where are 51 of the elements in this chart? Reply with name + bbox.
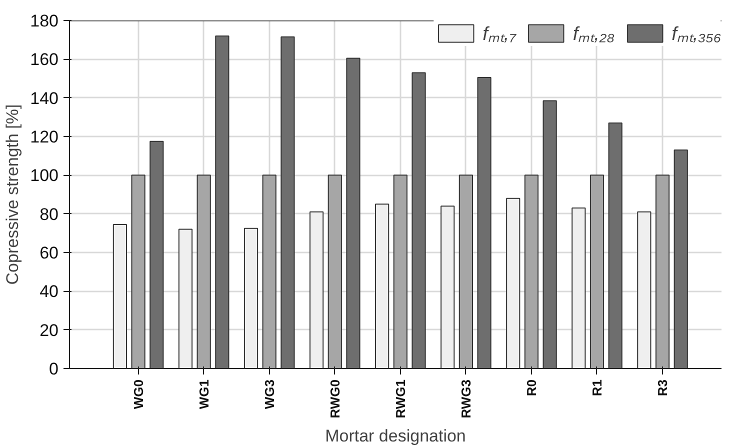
bar — [393, 174, 408, 368]
bar — [506, 198, 520, 368]
bar — [412, 72, 426, 368]
bar — [328, 174, 342, 368]
y-tick-label: 180 — [30, 12, 59, 30]
bar — [458, 174, 473, 368]
bar — [375, 204, 390, 368]
x-tick-label: R0 — [524, 379, 539, 396]
bar — [346, 58, 360, 368]
legend-label: fₘₜ,₂₈ — [572, 23, 615, 46]
bar — [244, 228, 258, 368]
bar — [150, 140, 164, 368]
y-tick-label: 100 — [30, 166, 59, 186]
y-tick-label: 40 — [40, 282, 59, 302]
y-axis-title: Copressive strength [%] — [3, 104, 22, 285]
y-tick-label: 140 — [30, 88, 59, 108]
bar — [524, 174, 539, 368]
bar — [542, 100, 557, 368]
bar — [477, 77, 492, 368]
bar — [590, 174, 604, 368]
y-tick-label: 160 — [30, 50, 59, 70]
x-tick-label: WG1 — [196, 379, 212, 410]
bar — [131, 174, 146, 368]
x-tick-label: R3 — [655, 379, 670, 396]
x-tick-label: RWG0 — [327, 380, 342, 418]
bar — [309, 211, 324, 368]
y-tick-label: 0 — [49, 360, 59, 378]
bar — [178, 228, 193, 368]
legend-label: fₘₜ,₇ — [482, 23, 516, 46]
bar — [280, 36, 295, 368]
bar — [196, 174, 211, 368]
bar — [655, 174, 670, 368]
bar — [674, 150, 688, 368]
y-tick-label: 80 — [40, 204, 59, 224]
x-tick-label: R1 — [589, 379, 604, 396]
x-tick-label: RWG3 — [458, 380, 474, 418]
y-tick-label: 120 — [30, 128, 59, 146]
bar — [112, 224, 128, 368]
x-tick-label: WG3 — [262, 379, 277, 410]
bar — [215, 35, 230, 368]
x-tick-label: WG0 — [130, 379, 146, 410]
x-tick-label: RWG1 — [392, 380, 408, 418]
x-axis-title: Mortar designation — [325, 426, 466, 446]
bar — [637, 211, 652, 368]
bar — [572, 208, 586, 368]
bar — [608, 122, 622, 368]
y-tick-label: 20 — [40, 320, 59, 340]
bar — [262, 174, 276, 368]
y-tick-label: 60 — [40, 244, 59, 262]
legend-label: fₘₜ,₃₅₆ — [672, 23, 721, 46]
bar — [440, 206, 455, 368]
